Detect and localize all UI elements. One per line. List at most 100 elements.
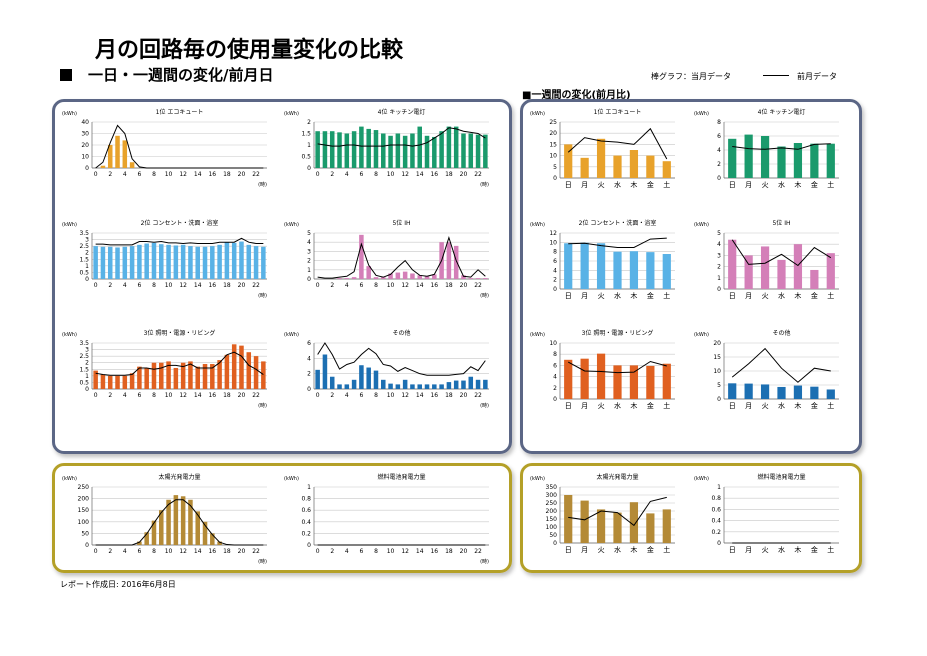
bar (417, 126, 422, 168)
x-tick-label: 20 (460, 392, 468, 399)
prev-month-line (95, 351, 264, 376)
bar (744, 255, 753, 289)
y-tick-label: 2 (307, 258, 311, 265)
x-tick-label: 6 (359, 282, 363, 289)
x-tick-label: 22 (474, 548, 482, 555)
x-tick-label: 月 (745, 546, 752, 554)
y-tick-label: 20 (549, 130, 557, 137)
x-tick-label: 金 (647, 401, 654, 410)
x-tick-label: 水 (614, 401, 621, 410)
x-tick-label: 日 (565, 546, 572, 554)
x-tick-label: 月 (745, 181, 752, 189)
x-tick-label: 10 (165, 392, 173, 399)
x-tick-label: 0 (94, 392, 98, 399)
prev-month-line (731, 239, 832, 267)
y-tick-label: 0 (307, 386, 311, 393)
x-tick-label: 月 (745, 402, 752, 410)
x-tick-label: 6 (359, 392, 363, 399)
chart-title: 1位 エコキュート (594, 108, 642, 116)
y-unit-label: (kWh) (62, 222, 77, 228)
bar (100, 165, 106, 168)
bar (210, 533, 215, 545)
bar (432, 384, 437, 389)
x-tick-label: 10 (387, 282, 395, 289)
bar (261, 361, 266, 389)
bar (439, 131, 444, 168)
y-tick-label: 10 (549, 340, 557, 347)
y-tick-label: 3.5 (79, 340, 89, 347)
y-tick-label: 15 (713, 354, 721, 361)
bar (188, 361, 193, 389)
x-tick-label: 14 (194, 548, 202, 555)
y-tick-label: 15 (549, 141, 557, 148)
bar (107, 246, 113, 279)
chart-title: 太陽光発電力量 (158, 473, 200, 481)
x-tick-label: 18 (445, 392, 453, 399)
x-tick-label: 2 (108, 171, 112, 178)
bar (629, 251, 639, 289)
x-tick-label: 水 (778, 291, 785, 300)
x-unit-label: (時) (258, 182, 267, 188)
bar (646, 155, 655, 178)
y-tick-label: 5 (307, 230, 311, 237)
bar (417, 384, 422, 389)
chart-title: 5位 IH (772, 219, 790, 227)
x-tick-label: 16 (430, 392, 438, 399)
bar (231, 242, 237, 279)
bar (728, 239, 737, 289)
y-tick-label: 2 (717, 161, 721, 168)
x-tick-label: 16 (430, 282, 438, 289)
x-unit-label: (時) (480, 403, 489, 409)
x-tick-label: 12 (401, 548, 409, 555)
x-tick-label: 日 (729, 546, 736, 554)
x-tick-label: 月 (581, 402, 588, 410)
y-tick-label: 0.6 (301, 507, 311, 514)
x-tick-label: 0 (94, 548, 98, 555)
x-tick-label: 18 (223, 171, 231, 178)
bar (468, 133, 474, 168)
bar (159, 510, 164, 545)
bar (115, 247, 120, 279)
y-tick-label: 1 (85, 373, 89, 380)
x-tick-label: 0 (316, 282, 320, 289)
chart-weekly-other: その他 (kWh) 0 5 10 15 20 日 月 火 水木 金土 (694, 329, 839, 410)
x-tick-label: 金 (647, 180, 654, 189)
y-unit-label: (kWh) (530, 476, 545, 482)
y-tick-label: 350 (546, 484, 558, 491)
y-tick-label: 0 (553, 540, 557, 547)
bar (596, 509, 606, 543)
x-tick-label: 20 (238, 392, 246, 399)
bar (777, 259, 786, 289)
bar (777, 386, 786, 399)
bar (388, 383, 393, 389)
legend-line-swatch (763, 75, 789, 76)
y-tick-label: 5 (717, 382, 721, 389)
bar (424, 276, 430, 279)
x-tick-label: 16 (208, 171, 216, 178)
y-unit-label: (kWh) (62, 111, 77, 117)
chart-daily-other: その他 (kWh) 0 2 4 6 0 2 4 6 8 10 12 14 16 18 20 22 (時) (284, 329, 489, 409)
bar (239, 345, 244, 389)
x-tick-label: 2 (330, 282, 334, 289)
bar (395, 133, 401, 168)
bar (646, 365, 655, 399)
bar (662, 254, 671, 289)
bar (166, 499, 171, 545)
bar (195, 366, 200, 389)
y-tick-label: 0.4 (711, 518, 721, 525)
chart-daily-fuel-cell: 燃料電池発電力量(kWh)00.20.40.60.810 2 4 6 8 10 12 14 16… (284, 473, 489, 565)
y-tick-label: 0.8 (301, 496, 311, 503)
bar (202, 246, 208, 279)
bar (596, 353, 606, 399)
bar (159, 362, 164, 389)
y-tick-label: 3 (85, 237, 89, 244)
bar (93, 370, 98, 389)
x-tick-label: 4 (123, 171, 127, 178)
bar (483, 278, 488, 279)
y-tick-label: 200 (78, 496, 90, 503)
y-tick-label: 10 (713, 368, 721, 375)
bar (122, 246, 128, 279)
y-tick-label: 1 (307, 142, 311, 149)
x-tick-label: 4 (123, 548, 127, 555)
x-tick-label: 土 (827, 401, 834, 410)
